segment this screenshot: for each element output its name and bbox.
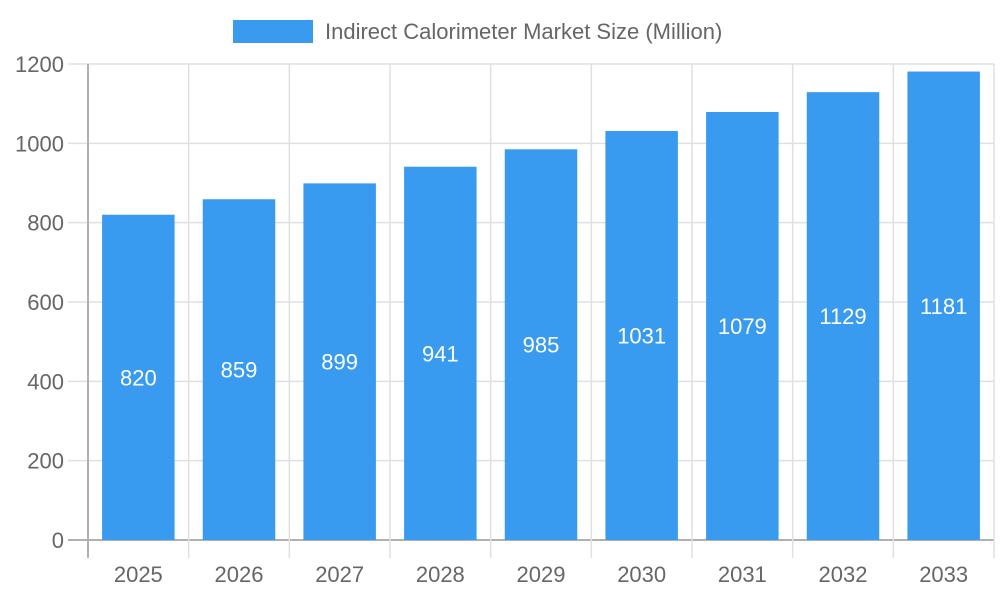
bar-2026[interactable] (202, 199, 276, 540)
x-tick-label: 2030 (617, 562, 666, 587)
axes: 0 200 400 600 800 1000 1200 2025 2026 2027 2028 202… (15, 52, 968, 587)
data-label-2033: 1181 (920, 294, 967, 319)
bar-2029[interactable] (504, 149, 578, 541)
data-label-2030: 1031 (617, 324, 666, 349)
x-tick-label: 2027 (315, 562, 364, 587)
y-tick-label: 200 (27, 449, 64, 474)
data-label-2028: 941 (422, 341, 459, 366)
legend: Indirect Calorimeter Market Size (Millio… (233, 19, 722, 44)
legend-swatch (233, 20, 313, 43)
data-label-2025: 820 (120, 365, 157, 390)
bar-2025[interactable] (102, 214, 175, 540)
bars: 820 859 899 941 985 1031 1079 1129 1181 (102, 71, 980, 541)
x-tick-label: 2025 (114, 562, 163, 587)
legend-label: Indirect Calorimeter Market Size (Millio… (325, 19, 722, 44)
y-tick-label: 800 (27, 211, 64, 236)
x-tick-label: 2028 (416, 562, 465, 587)
x-tick-label: 2026 (215, 562, 264, 587)
y-tick-label: 600 (27, 290, 64, 315)
y-tick-label: 1200 (15, 52, 64, 77)
bar-2032[interactable] (806, 92, 880, 540)
bar-2033[interactable] (907, 71, 980, 540)
bar-2030[interactable] (605, 131, 678, 540)
data-label-2032: 1129 (819, 304, 866, 329)
data-label-2026: 859 (221, 358, 258, 383)
x-tick-label: 2032 (819, 562, 868, 587)
bar-2031[interactable] (706, 111, 779, 540)
x-tick-label: 2033 (919, 562, 968, 587)
y-tick-label: 400 (27, 369, 64, 394)
y-tick-label: 0 (52, 528, 64, 553)
x-tick-label: 2031 (718, 562, 767, 587)
x-tick-label: 2029 (517, 562, 566, 587)
data-label-2029: 985 (523, 333, 560, 358)
data-label-2027: 899 (321, 350, 358, 375)
bar-2027[interactable] (303, 183, 376, 540)
data-label-2031: 1079 (718, 314, 767, 339)
bar-2028[interactable] (404, 166, 477, 540)
y-tick-label: 1000 (15, 131, 64, 156)
